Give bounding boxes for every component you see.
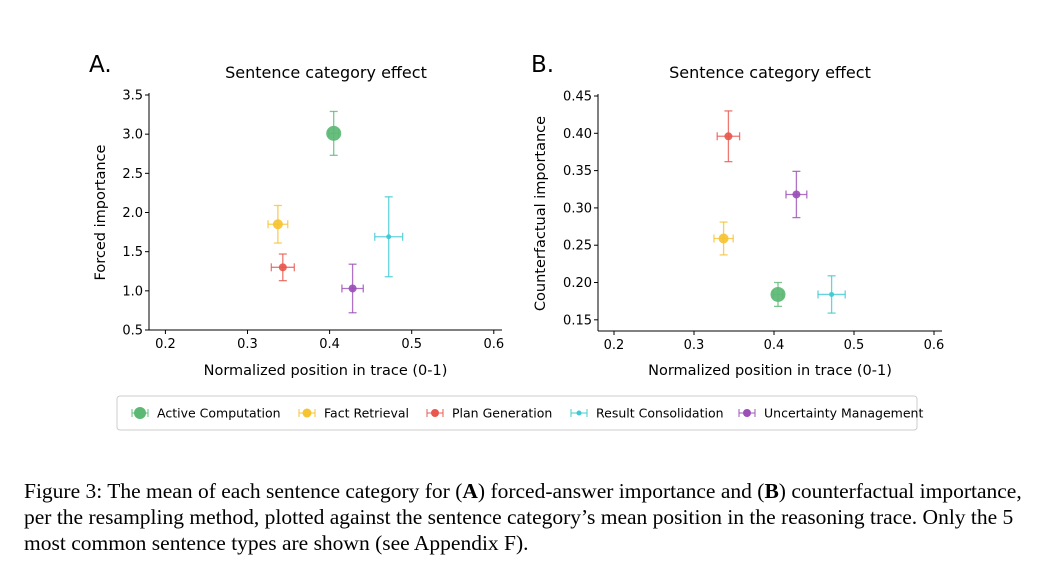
marker [348, 284, 357, 293]
panel-label: B. [531, 52, 554, 78]
data-point-result-consolidation [374, 196, 404, 278]
marker [770, 286, 786, 302]
legend-frame [116, 395, 918, 431]
y-axis-label: Counterfactual importance [533, 116, 549, 311]
marker [792, 190, 801, 199]
y-tick-label: 0.20 [563, 276, 592, 291]
legend: Active Computation Fact Retrieval Plan Gen… [116, 395, 923, 431]
figure-area: A. Sentence category effect 0.2 0.3 0.4 0.5 0.… [89, 52, 944, 431]
x-tick-label: 0.6 [483, 337, 504, 352]
y-tick-label: 2.0 [122, 206, 143, 221]
y-tick-label: 1.0 [122, 284, 143, 299]
caption-bold-b: B [764, 478, 779, 503]
legend-marker [431, 409, 439, 417]
legend-label: Result Consolidation [596, 406, 724, 421]
legend-item-fact-retrieval: Fact Retrieval [298, 406, 409, 421]
x-tick-label: 0.5 [844, 338, 865, 353]
marker [718, 233, 729, 244]
legend-marker [134, 407, 146, 419]
legend-marker [576, 410, 582, 416]
panel-b: B. Sentence category effect 0.2 0.3 0.4 0.5 0.… [531, 52, 944, 379]
legend-marker [302, 408, 312, 418]
x-tick-label: 0.5 [401, 337, 422, 352]
marker [386, 234, 392, 240]
legend-label: Active Computation [157, 406, 281, 421]
marker [829, 291, 835, 297]
y-tick-label: 0.25 [563, 239, 592, 254]
data-point-plan-generation [716, 110, 741, 163]
x-tick-label: 0.4 [764, 338, 785, 353]
data-point-result-consolidation [817, 275, 846, 314]
y-tick-label: 1.5 [122, 245, 143, 260]
y-axis-label: Forced importance [93, 144, 109, 280]
legend-label: Uncertainty Management [764, 406, 923, 421]
legend-item-plan-generation: Plan Generation [426, 406, 552, 421]
data-point-plan-generation [270, 253, 295, 282]
chart-title: Sentence category effect [225, 63, 427, 82]
x-axis-label: Normalized position in trace (0-1) [648, 363, 892, 379]
x-tick-label: 0.6 [924, 338, 945, 353]
legend-item-uncertainty-management: Uncertainty Management [738, 406, 923, 421]
caption-prefix: Figure 3: The mean of each sentence cate… [24, 478, 463, 503]
y-tick-label: 0.35 [563, 164, 592, 179]
marker [278, 263, 287, 272]
y-tick-label: 3.5 [122, 89, 143, 104]
x-tick-label: 0.4 [319, 337, 340, 352]
legend-label: Plan Generation [452, 406, 552, 421]
data-point-uncertainty-management [341, 263, 364, 314]
x-tick-label: 0.2 [155, 337, 176, 352]
data-point-active-computation [770, 281, 786, 308]
y-tick-label: 0.45 [563, 90, 592, 105]
legend-item-active-computation: Active Computation [131, 406, 281, 421]
caption-mid: ) forced-answer importance and ( [477, 478, 765, 503]
marker [326, 125, 342, 141]
panel-a: A. Sentence category effect 0.2 0.3 0.4 0.5 0.… [89, 52, 504, 379]
panel-label: A. [89, 52, 112, 78]
figure-caption: Figure 3: The mean of each sentence cate… [24, 478, 1034, 556]
marker [724, 132, 733, 141]
marker [272, 219, 283, 230]
x-axis-label: Normalized position in trace (0-1) [204, 363, 448, 379]
caption-bold-a: A [462, 478, 478, 503]
chart-title: Sentence category effect [669, 63, 871, 82]
caption-rest: ) counterfactual importance, per the res… [24, 478, 1022, 555]
y-tick-label: 0.5 [122, 324, 143, 339]
data-point-fact-retrieval [713, 221, 734, 256]
y-tick-label: 0.15 [563, 313, 592, 328]
y-tick-label: 2.5 [122, 167, 143, 182]
x-tick-label: 0.2 [604, 338, 625, 353]
data-point-fact-retrieval [267, 204, 289, 244]
y-tick-label: 0.40 [563, 127, 592, 142]
legend-marker [743, 409, 751, 417]
legend-item-result-consolidation: Result Consolidation [570, 406, 724, 421]
data-point-active-computation [326, 110, 342, 156]
y-tick-label: 0.30 [563, 201, 592, 216]
figure-canvas: A. Sentence category effect 0.2 0.3 0.4 0.5 0.… [89, 52, 944, 431]
x-tick-label: 0.3 [237, 337, 258, 352]
data-point-uncertainty-management [785, 170, 808, 219]
y-tick-label: 3.0 [122, 128, 143, 143]
legend-label: Fact Retrieval [324, 406, 409, 421]
x-tick-label: 0.3 [684, 338, 705, 353]
